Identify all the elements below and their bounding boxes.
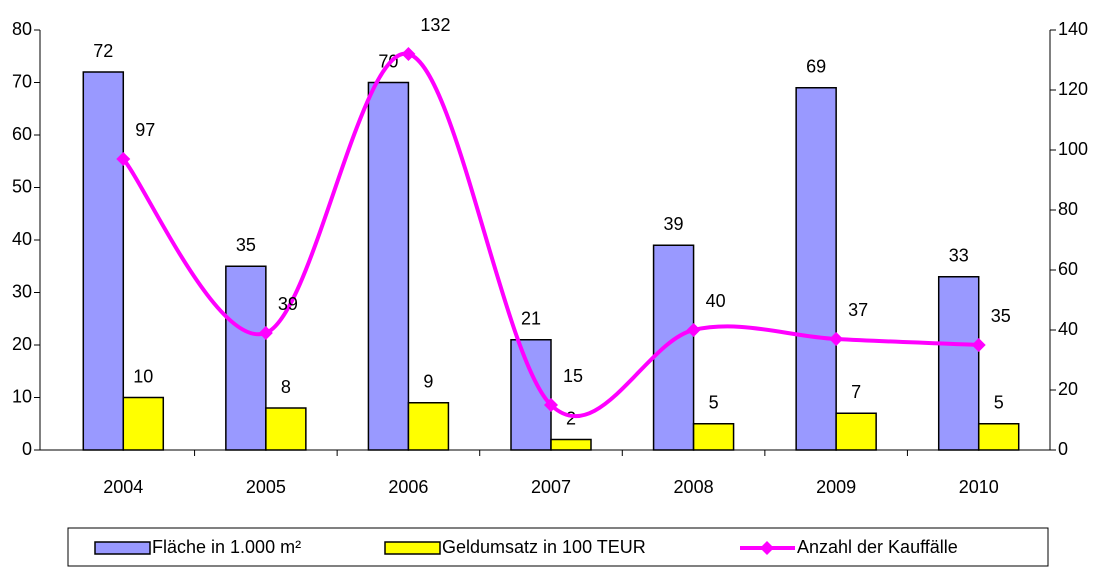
value-label: 35 xyxy=(991,306,1011,326)
x-tick-label: 2008 xyxy=(674,477,714,497)
bar xyxy=(835,412,877,451)
y-tick-label: 60 xyxy=(12,124,32,144)
line-marker xyxy=(829,332,844,346)
legend-swatch xyxy=(94,541,151,555)
bar xyxy=(407,402,450,451)
y2-tick-label: 140 xyxy=(1058,19,1088,39)
y2-tick-label: 60 xyxy=(1058,259,1078,279)
legend-label: Geldumsatz in 100 TEUR xyxy=(442,537,646,557)
value-label: 70 xyxy=(378,51,398,71)
y-tick-label: 40 xyxy=(12,229,32,249)
value-label: 97 xyxy=(135,120,155,140)
bar xyxy=(692,423,735,451)
legend-swatch xyxy=(384,541,441,555)
y2-tick-label: 100 xyxy=(1058,139,1088,159)
y2-tick-label: 80 xyxy=(1058,199,1078,219)
y2-tick-label: 120 xyxy=(1058,79,1088,99)
value-label: 33 xyxy=(949,246,969,266)
y2-tick-label: 0 xyxy=(1058,439,1068,459)
value-label: 21 xyxy=(521,309,541,329)
y2-tick-label: 40 xyxy=(1058,319,1078,339)
y-tick-label: 50 xyxy=(12,176,32,196)
bar xyxy=(795,87,837,451)
legend-box xyxy=(67,527,1049,567)
bar xyxy=(225,265,267,451)
y2-tick-label: 20 xyxy=(1058,379,1078,399)
y-tick-label: 0 xyxy=(22,439,32,459)
value-label: 40 xyxy=(706,291,726,311)
x-tick-label: 2004 xyxy=(103,477,143,497)
y-tick-label: 30 xyxy=(12,281,32,301)
bar xyxy=(977,423,1020,451)
value-label: 15 xyxy=(563,366,583,386)
x-tick-label: 2009 xyxy=(816,477,856,497)
legend-marker xyxy=(760,541,774,555)
bar xyxy=(652,244,695,451)
bar xyxy=(265,407,307,451)
x-tick-label: 2006 xyxy=(388,477,428,497)
value-label: 39 xyxy=(664,214,684,234)
value-label: 39 xyxy=(278,294,298,314)
bar xyxy=(367,81,410,451)
x-tick-label: 2007 xyxy=(531,477,571,497)
line-marker xyxy=(116,152,131,166)
y-tick-label: 70 xyxy=(12,71,32,91)
value-label: 35 xyxy=(236,235,256,255)
value-label: 69 xyxy=(806,57,826,77)
value-label: 9 xyxy=(423,372,433,392)
value-label: 37 xyxy=(848,300,868,320)
x-tick-label: 2010 xyxy=(959,477,999,497)
value-label: 5 xyxy=(994,393,1004,413)
value-label: 8 xyxy=(281,377,291,397)
line-marker xyxy=(258,326,273,340)
value-label: 7 xyxy=(851,382,861,402)
y-tick-label: 10 xyxy=(12,386,32,406)
value-label: 10 xyxy=(133,366,153,386)
y-tick-label: 80 xyxy=(12,19,32,39)
legend-label: Fläche in 1.000 m² xyxy=(152,537,301,557)
bar xyxy=(82,71,125,451)
value-label: 72 xyxy=(93,41,113,61)
line-marker xyxy=(971,338,986,352)
bar xyxy=(550,438,592,451)
legend-label: Anzahl der Kauffälle xyxy=(797,537,958,557)
line-marker xyxy=(544,398,558,412)
line-marker xyxy=(686,323,701,337)
line-marker xyxy=(401,47,416,61)
bar xyxy=(937,276,980,451)
bar xyxy=(122,396,165,451)
value-label: 132 xyxy=(420,15,450,35)
value-label: 5 xyxy=(709,393,719,413)
value-label: 2 xyxy=(566,408,576,428)
y-tick-label: 20 xyxy=(12,334,32,354)
x-tick-label: 2005 xyxy=(246,477,286,497)
